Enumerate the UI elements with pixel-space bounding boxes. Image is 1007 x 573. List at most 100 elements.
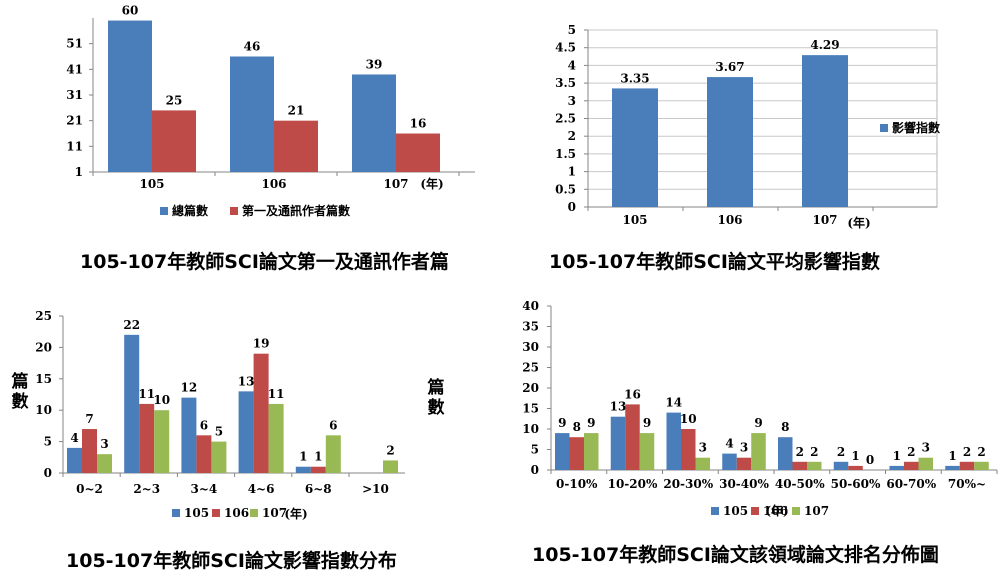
data-label: 11: [268, 387, 285, 401]
data-label: 12: [181, 381, 198, 395]
bar-107-0-10%: [584, 433, 599, 470]
data-label: 8: [573, 420, 581, 434]
legend-swatch: [250, 509, 258, 517]
data-label: 2: [977, 445, 985, 459]
y-tick-label: 25: [522, 361, 539, 375]
bar-106-4~6: [254, 354, 269, 473]
bar-105-20-30%: [667, 413, 682, 470]
data-label: 6: [200, 418, 208, 432]
chart-panel-c2: 0 0.5 1 1.5 2 2.5 3 3.5 4 4.5 5 3.35 3.67 4.29 105 106 1…: [505, 0, 1007, 283]
legend-swatch: [172, 509, 180, 517]
y-axis-label: 篇: [11, 371, 29, 392]
legend-swatch: [711, 507, 719, 515]
bar-總篇數-105: [108, 21, 152, 172]
bar-105-10-20%: [611, 417, 626, 470]
data-label: 9: [754, 416, 762, 430]
bar-106-0~2: [82, 429, 97, 473]
data-label: 1: [851, 449, 859, 463]
y-tick-label: 10: [522, 422, 539, 436]
data-label: 2: [963, 445, 971, 459]
bar-106-40-50%: [793, 462, 808, 470]
bar-106-30-40%: [737, 458, 752, 470]
legend-swatch: [212, 509, 220, 517]
bar-107-6~8: [326, 435, 341, 473]
bar-106-6~8: [311, 467, 326, 473]
chart-panel-c4: 0 5 10 15 20 25 30 35 40 9 13 14 4 8 2 1 1 8 16 10 3 2 1 2 2 9 9 3 9…: [505, 283, 1007, 566]
y-tick-label: 15: [522, 402, 539, 416]
x-tick-label: 60-70%: [886, 477, 936, 491]
data-label: 9: [558, 416, 566, 430]
chart-panel-c3: 0 5 10 15 20 25 4 22 12 13 1 7 11 6 19 1 3 10 5 11 6 2 0~2 2~3 3…: [0, 283, 505, 566]
y-tick-label: 31: [66, 88, 83, 102]
bar-總篇數-107: [352, 74, 396, 172]
x-tick-label: >10: [362, 482, 389, 496]
data-label: 2: [907, 445, 915, 459]
bar-105-4~6: [239, 391, 254, 473]
x-tick-label: 105: [622, 213, 647, 227]
legend-label: 影響指數: [892, 120, 940, 135]
data-label: 1: [299, 450, 307, 464]
x-tick-label: 70%~: [948, 477, 986, 491]
x-tick-label: 50-60%: [831, 477, 881, 491]
y-tick-label: 21: [66, 114, 83, 128]
y-tick-label: 10: [35, 403, 52, 417]
bar-106-2~3: [139, 404, 154, 473]
data-label: 16: [410, 117, 427, 131]
data-label: 16: [624, 387, 641, 401]
bar-105-2~3: [124, 335, 139, 473]
data-label: 9: [587, 416, 595, 430]
y-tick-label: 1: [568, 165, 576, 179]
bar-105-40-50%: [778, 437, 793, 470]
x-tick-label: 3~4: [191, 482, 218, 496]
bar-105-0~2: [67, 448, 82, 473]
chart-title: 105-107年教師SCI論文第一及通訊作者篇: [80, 247, 449, 274]
chart-title: 105-107年教師SCI論文影響指數分布: [66, 546, 397, 573]
bar-總篇數-106: [230, 57, 274, 173]
x-tick-label: 20-30%: [663, 477, 713, 491]
x-tick-label: 0-10%: [556, 477, 598, 491]
x-tick-label: 30-40%: [719, 477, 769, 491]
data-label: 25: [166, 93, 183, 107]
bar-107-3~4: [211, 442, 226, 473]
bar-105-3~4: [181, 398, 196, 473]
x-tick-label: 40-50%: [775, 477, 825, 491]
data-label: 4.29: [810, 38, 839, 52]
legend-label: 第一及通訊作者篇數: [242, 203, 350, 218]
y-tick-label: 3.5: [555, 76, 576, 90]
bar-107-10-20%: [640, 433, 655, 470]
bar-106-60-70%: [904, 462, 919, 470]
y-tick-label: 3: [568, 94, 576, 108]
bar-107->10: [383, 460, 398, 473]
data-label: 1: [948, 449, 956, 463]
y-tick-label: 11: [66, 139, 83, 153]
chart-svg-c2: 0 0.5 1 1.5 2 2.5 3 3.5 4 4.5 5 3.35 3.67 4.29 105 106 1…: [505, 0, 1007, 283]
data-label: 3: [740, 441, 748, 455]
data-label: 5: [215, 425, 223, 439]
data-label: 60: [122, 4, 139, 18]
y-tick-label: 5: [568, 23, 576, 37]
data-label: 1: [893, 449, 901, 463]
y-tick-label: 0: [44, 466, 52, 480]
data-label: 3.35: [620, 71, 649, 85]
y-tick-label: 5: [44, 435, 52, 449]
x-tick-label: 106: [717, 213, 742, 227]
y-tick-label: 5: [531, 443, 539, 457]
x-tick-label: 0~2: [76, 482, 103, 496]
y-tick-label: 0.5: [555, 182, 576, 196]
bar-107-60-70%: [919, 458, 934, 470]
bar-影響指數-105: [612, 88, 658, 207]
data-label: 39: [366, 57, 383, 71]
y-tick-label: 20: [35, 340, 52, 354]
legend-swatch: [230, 207, 238, 215]
data-label: 19: [253, 337, 270, 351]
bar-106-10-20%: [625, 404, 640, 470]
bar-106-70%~: [960, 462, 975, 470]
legend-label: 107: [804, 504, 829, 518]
y-tick-label: 1: [75, 165, 83, 179]
data-label: 10: [153, 393, 170, 407]
y-tick-label: 0: [568, 200, 576, 214]
bar-第一及通訊作者篇數-106: [274, 121, 318, 172]
